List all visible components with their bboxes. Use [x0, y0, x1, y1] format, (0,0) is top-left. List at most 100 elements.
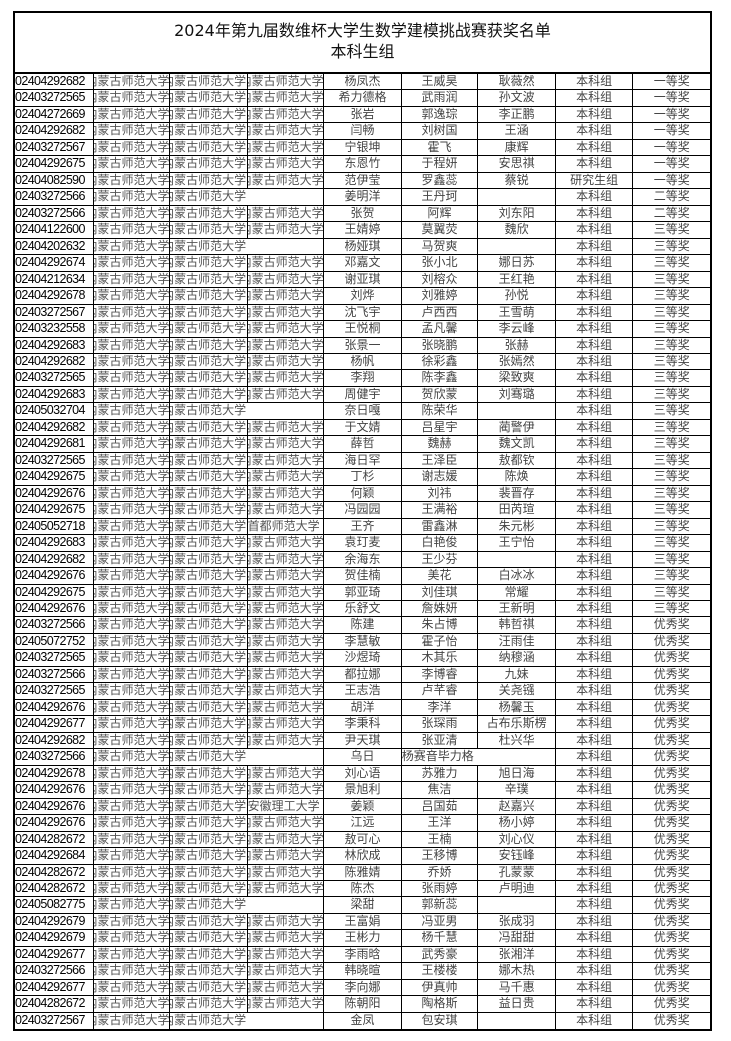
- member-3-cell: 李云峰: [478, 321, 556, 337]
- award-text: 优秀奖: [653, 979, 690, 994]
- school-1-text: 内蒙古师范大学: [93, 946, 170, 961]
- school-2-text: 内蒙古师范大学: [170, 880, 247, 895]
- school-1-cell: 内蒙古师范大学: [94, 782, 171, 798]
- school-2-text: 内蒙古师范大学: [170, 848, 247, 863]
- team-id-cell: 02404292678: [15, 765, 94, 782]
- member-2-cell: 李洋: [402, 699, 479, 716]
- school-1-cell: 内蒙古师范大学: [94, 930, 171, 946]
- member-2-cell: 罗鑫蕊: [402, 172, 479, 189]
- group-cell: 本科组: [556, 74, 634, 90]
- member-2-cell: 杨赛音毕力格: [402, 749, 556, 765]
- member-2-text: 杨千慧: [421, 930, 458, 945]
- member-3-cell: 魏文凯: [478, 436, 556, 452]
- award-cell: 优秀奖: [633, 947, 710, 962]
- school-1-cell: 内蒙古师范大学: [94, 353, 171, 370]
- school-2-cell: 内蒙古师范大学: [170, 683, 248, 699]
- member-3-cell: 蔡锐: [478, 172, 556, 189]
- member-3-text: 张嫣然: [498, 353, 535, 368]
- group-cell: 本科组: [556, 123, 634, 139]
- school-2-text: 内蒙古师范大学: [170, 156, 247, 171]
- group-text: 本科组: [576, 716, 613, 731]
- member-3-text: 陈焕: [504, 469, 529, 484]
- group-cell: 本科组: [556, 979, 634, 996]
- team-id-cell: 02403272566: [15, 749, 94, 765]
- school-2-text: 内蒙古师范大学: [170, 568, 247, 583]
- team-id-text: 02404202632: [15, 238, 85, 253]
- member-1-text: 杨凤杰: [344, 74, 381, 88]
- school-2-cell: 内蒙古师范大学: [170, 946, 248, 963]
- school-2-cell: 内蒙古师范大学: [170, 452, 248, 469]
- team-id-text: 02403272567: [15, 1012, 85, 1027]
- table-row: 02404292674 内蒙古师范大学 内蒙古师范大学 内蒙古师范大学 邓嘉文 张小北 娜日…: [15, 255, 710, 272]
- team-id-text: 02403272565: [15, 90, 85, 105]
- member-2-cell: 武雨润: [402, 90, 479, 106]
- award-cell: 三等奖: [633, 255, 710, 270]
- school-1-cell: 内蒙古师范大学: [94, 156, 171, 172]
- school-1-text: 内蒙古师范大学: [93, 172, 170, 187]
- group-text: 本科组: [576, 930, 613, 945]
- member-1-cell: 李雨晗: [324, 946, 402, 963]
- group-text: 本科组: [576, 880, 613, 895]
- group-cell: 本科组: [556, 90, 634, 106]
- team-id-text: 02404292679: [15, 913, 85, 928]
- award-cell: 三等奖: [633, 486, 710, 501]
- school-1-text: 内蒙古师范大学: [93, 90, 170, 105]
- award-cell: 三等奖: [633, 535, 710, 550]
- award-cell: 三等奖: [633, 403, 710, 418]
- member-3-cell: 蔺警伊: [478, 419, 556, 436]
- member-1-text: 王彬力: [344, 930, 381, 945]
- group-cell: 本科组: [556, 765, 634, 782]
- school-2-text: 内蒙古师范大学: [170, 633, 247, 648]
- school-3-cell: 内蒙古师范大学: [247, 156, 325, 172]
- group-cell: 本科组: [556, 205, 634, 222]
- school-2-text: 内蒙古师范大学: [170, 353, 247, 368]
- team-id-text: 02404292677: [15, 716, 85, 731]
- school-1-cell: 内蒙古师范大学: [94, 798, 171, 815]
- table-row: 02403272565 内蒙古师范大学 内蒙古师范大学 内蒙古师范大学 沙煜琦 木其乐 纳穆…: [15, 650, 710, 667]
- member-2-text: 苏雅力: [421, 765, 458, 780]
- group-cell: 本科组: [556, 139, 634, 156]
- school-1-text: 内蒙古师范大学: [93, 337, 170, 352]
- school-2-text: 内蒙古师范大学: [170, 403, 247, 418]
- member-1-text: 张岩: [350, 106, 375, 121]
- member-1-cell: 东恩竹: [324, 156, 402, 172]
- school-3-cell: 内蒙古师范大学: [248, 683, 325, 699]
- award-text: 三等奖: [653, 255, 690, 270]
- school-2-text: 内蒙古师范大学: [170, 897, 247, 912]
- member-2-text: 于程妍: [421, 156, 458, 171]
- member-1-text: 丁杉: [350, 469, 375, 484]
- award-cell: 优秀奖: [633, 733, 710, 748]
- member-2-text: 张琛雨: [421, 716, 458, 731]
- team-id-text: 02404292675: [15, 584, 85, 599]
- school-2-cell: 内蒙古师范大学: [170, 189, 325, 205]
- school-1-cell: 内蒙古师范大学: [94, 864, 171, 880]
- member-1-text: 谢亚琪: [344, 271, 381, 286]
- member-3-text: 关尧镪: [498, 683, 535, 698]
- group-cell: 本科组: [556, 535, 634, 551]
- school-2-text: 内蒙古师范大学: [170, 304, 247, 319]
- school-3-text: 内蒙古师范大学: [247, 156, 324, 171]
- member-2-cell: 王楠: [402, 831, 479, 848]
- page-subtitle: 本科生组: [330, 42, 395, 61]
- school-1-text: 内蒙古师范大学: [93, 683, 170, 698]
- title-block: 2024年第九届数维杯大学生数学建模挑战赛获奖名单 本科生组: [15, 13, 710, 74]
- award-cell: 一等奖: [633, 123, 710, 138]
- team-id-cell: 02404282672: [15, 996, 94, 1012]
- member-1-cell: 陈雅婧: [324, 864, 402, 880]
- table-row: 02403272567 内蒙古师范大学 内蒙古师范大学 金凤 包安琪 本科组 优秀奖: [15, 1012, 710, 1030]
- school-2-text: 内蒙古师范大学: [170, 1012, 247, 1027]
- member-3-cell: [478, 189, 556, 205]
- school-3-cell: 内蒙古师范大学: [247, 288, 325, 304]
- school-1-text: 内蒙古师范大学: [93, 271, 170, 286]
- group-cell: 本科组: [556, 749, 634, 765]
- team-id-cell: 02403272566: [15, 617, 94, 633]
- school-2-cell: 内蒙古师范大学: [170, 749, 325, 765]
- school-3-cell: 内蒙古师范大学: [248, 551, 325, 568]
- school-1-text: 内蒙古师范大学: [93, 551, 170, 566]
- member-3-cell: 梁致爽: [478, 370, 556, 386]
- school-3-cell: 内蒙古师范大学: [248, 946, 325, 963]
- award-text: 三等奖: [653, 551, 690, 566]
- school-3-text: 内蒙古师范大学: [247, 288, 324, 303]
- group-cell: 研究生组: [556, 172, 634, 189]
- team-id-text: 02403272565: [15, 370, 85, 385]
